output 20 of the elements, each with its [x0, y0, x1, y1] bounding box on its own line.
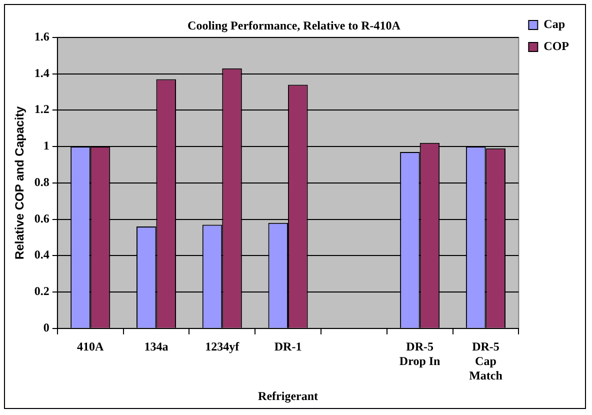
x-tick-label: DR-5 Cap Match [469, 340, 503, 382]
y-tick-label: 1.4 [34, 66, 50, 80]
y-tick-label: 1.6 [34, 29, 50, 44]
x-tick-label: 1234yf [205, 340, 240, 354]
chart-title: Cooling Performance, Relative to R-410A [188, 18, 401, 32]
y-tick-label: 0.6 [34, 211, 50, 226]
x-tick-label: 134a [144, 340, 168, 354]
legend-label: COP [544, 39, 570, 54]
y-tick-label: 0.8 [34, 174, 50, 189]
y-tick-label: 1 [43, 138, 50, 153]
y-tick-label: 0.4 [34, 248, 50, 262]
x-tick-label: 410A [77, 340, 104, 354]
y-tick-label: 1.2 [34, 102, 50, 116]
x-axis-title: Refrigerant [258, 388, 318, 403]
y-tick-label: 0 [43, 320, 50, 334]
legend-label: Cap [544, 17, 566, 32]
x-tick-label: DR-5 Drop In [399, 340, 441, 368]
x-tick-label: DR-1 [274, 340, 302, 354]
y-axis-title: Relative COP and Capacity [12, 106, 27, 260]
y-tick-label: 0.2 [34, 284, 50, 298]
